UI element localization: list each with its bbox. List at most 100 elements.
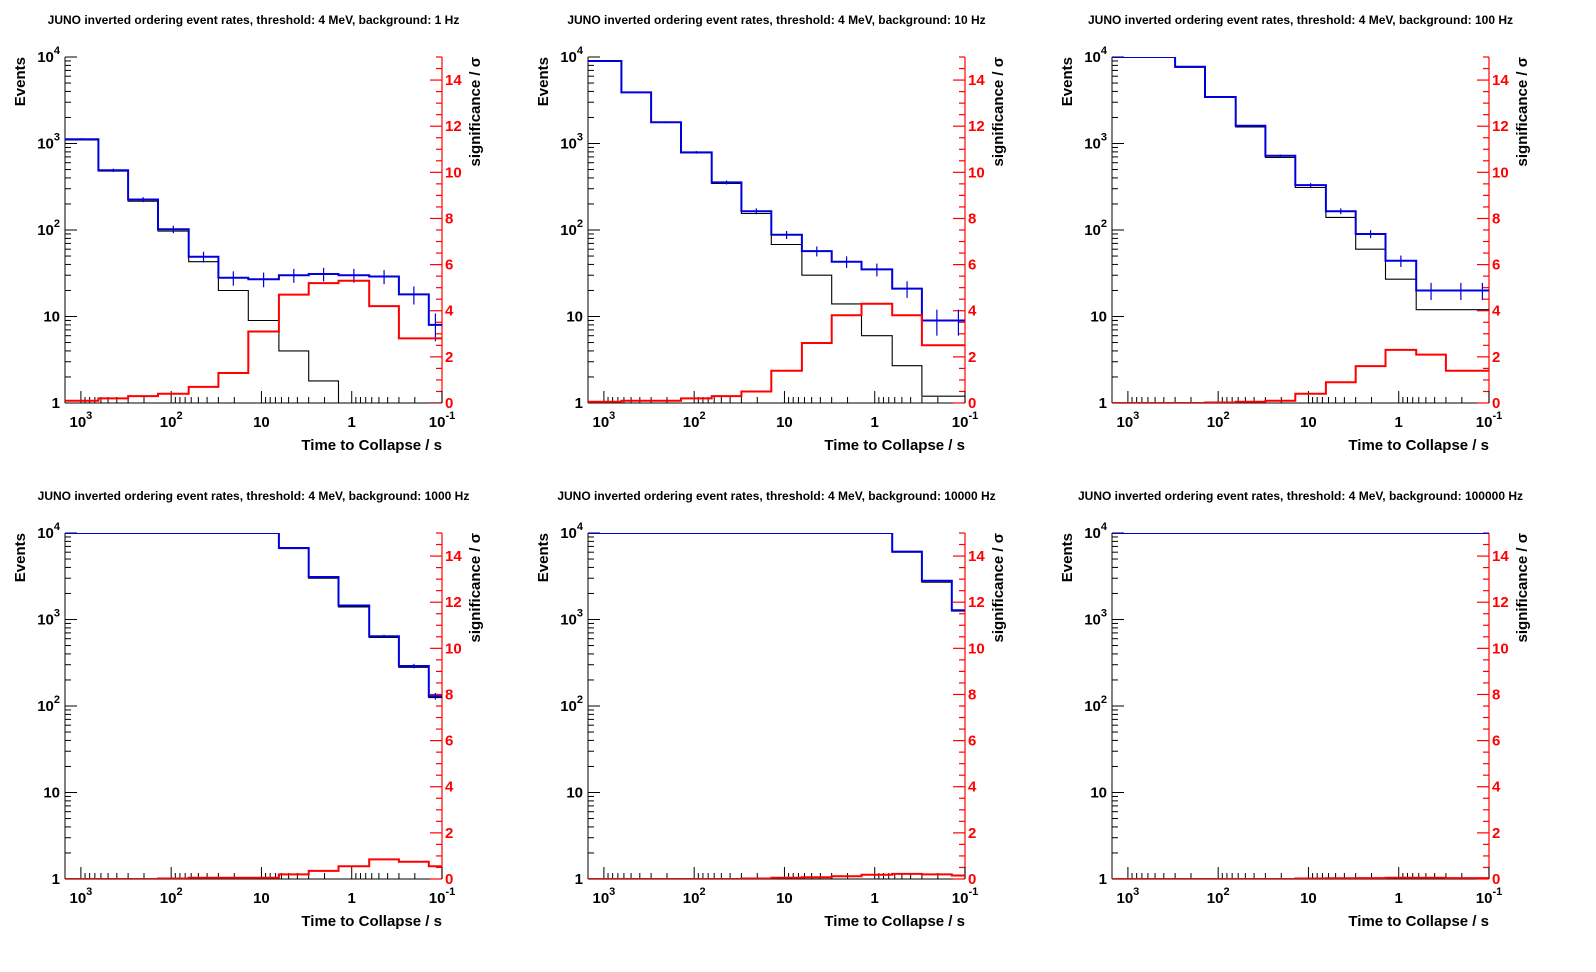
y2-tick-label: 12	[445, 594, 462, 611]
y-tick-label: 10	[1090, 309, 1107, 326]
plot-area	[65, 138, 442, 403]
series-3-histogram	[1112, 876, 1489, 879]
series-1-histogram	[65, 533, 442, 699]
y-tick-label: 1	[1099, 871, 1107, 888]
series-1-histogram	[65, 139, 442, 403]
x-axis-label: Time to Collapse / s	[301, 437, 442, 454]
y-tick-label: 103	[1084, 608, 1107, 629]
y-tick-label: 103	[560, 608, 583, 629]
panel-3: JUNO inverted ordering event rates, thre…	[1059, 13, 1531, 454]
x-tick-label: 10-1	[429, 410, 455, 431]
x-tick-label: 10-1	[1476, 410, 1502, 431]
y2-tick-label: 2	[968, 349, 976, 366]
y2-tick-label: 6	[1492, 733, 1500, 750]
x-tick-label: 103	[592, 410, 615, 431]
x-tick-label: 10-1	[952, 410, 978, 431]
y-axis-label: Events	[535, 533, 552, 582]
y-tick-label: 104	[37, 45, 61, 66]
y2-tick-label: 4	[445, 779, 454, 796]
x-axis-label: Time to Collapse / s	[824, 437, 965, 454]
y2-tick-label: 10	[968, 640, 985, 657]
y2-tick-label: 0	[1492, 871, 1500, 888]
series-2-histogram	[588, 60, 965, 322]
y2-tick-label: 8	[968, 210, 976, 227]
y2-tick-label: 14	[1492, 72, 1509, 89]
x-axis-label: Time to Collapse / s	[301, 913, 442, 930]
y2-tick-label: 8	[1492, 210, 1500, 227]
panel-title: JUNO inverted ordering event rates, thre…	[38, 489, 470, 503]
y2-axis-label: significance / σ	[990, 533, 1007, 642]
panel-title: JUNO inverted ordering event rates, thre…	[1088, 13, 1513, 27]
x-tick-label: 10	[776, 414, 793, 431]
y-tick-label: 1	[575, 871, 583, 888]
y-tick-label: 104	[37, 521, 61, 542]
panel-5: JUNO inverted ordering event rates, thre…	[535, 489, 1007, 930]
y2-tick-label: 4	[968, 303, 977, 320]
y2-tick-label: 0	[445, 395, 453, 412]
x-tick-label: 1	[1395, 414, 1403, 431]
x-tick-label: 1	[871, 414, 879, 431]
x-tick-label: 103	[69, 410, 92, 431]
y2-tick-label: 14	[445, 548, 462, 565]
y2-tick-label: 10	[1492, 164, 1509, 181]
y2-tick-label: 14	[968, 548, 985, 565]
x-tick-label: 1	[871, 890, 879, 907]
y-tick-label: 102	[37, 694, 60, 715]
x-tick-label: 103	[1116, 886, 1139, 907]
y-axis-label: Events	[12, 533, 29, 582]
y2-tick-label: 12	[1492, 594, 1509, 611]
x-tick-label: 10	[776, 890, 793, 907]
x-tick-label: 102	[1207, 886, 1230, 907]
x-tick-label: 102	[1207, 410, 1230, 431]
x-axis-label: Time to Collapse / s	[1348, 437, 1489, 454]
y2-tick-label: 8	[1492, 686, 1500, 703]
y-tick-label: 1	[52, 871, 60, 888]
y-tick-label: 10	[566, 309, 583, 326]
y-axis-label: Events	[1059, 57, 1076, 106]
y2-tick-label: 6	[445, 733, 453, 750]
y2-tick-label: 12	[968, 118, 985, 135]
y2-tick-label: 14	[968, 72, 985, 89]
plot-area	[588, 533, 965, 879]
series-1-histogram	[1112, 57, 1489, 311]
series-2-histogram	[588, 533, 965, 612]
y-tick-label: 10	[1090, 785, 1107, 802]
y2-tick-label: 14	[1492, 548, 1509, 565]
series-3-histogram	[65, 279, 442, 402]
y2-tick-label: 2	[445, 825, 453, 842]
x-tick-label: 103	[69, 886, 92, 907]
y-tick-label: 104	[560, 521, 584, 542]
panel-2: JUNO inverted ordering event rates, thre…	[535, 13, 1007, 454]
series-3-histogram	[1112, 348, 1489, 403]
y2-tick-label: 14	[445, 72, 462, 89]
y2-tick-label: 6	[1492, 257, 1500, 274]
y2-tick-label: 12	[1492, 118, 1509, 135]
series-2-histogram	[65, 533, 442, 698]
panel-title: JUNO inverted ordering event rates, thre…	[1078, 489, 1523, 503]
plot-area	[1112, 57, 1489, 403]
plot-area	[588, 60, 965, 403]
x-axis-label: Time to Collapse / s	[1348, 913, 1489, 930]
panel-1: JUNO inverted ordering event rates, thre…	[12, 13, 484, 454]
panel-4: JUNO inverted ordering event rates, thre…	[12, 489, 484, 930]
x-tick-label: 103	[1116, 410, 1139, 431]
panel-title: JUNO inverted ordering event rates, thre…	[48, 13, 460, 27]
x-tick-label: 102	[683, 886, 706, 907]
y-tick-label: 102	[1084, 694, 1107, 715]
x-axis-label: Time to Collapse / s	[824, 913, 965, 930]
y2-tick-label: 0	[445, 871, 453, 888]
x-tick-label: 10	[1300, 890, 1317, 907]
y2-tick-label: 2	[968, 825, 976, 842]
y-tick-label: 1	[1099, 395, 1107, 412]
y2-tick-label: 6	[445, 257, 453, 274]
x-tick-label: 1	[1395, 890, 1403, 907]
x-tick-label: 10	[253, 414, 270, 431]
series-3-histogram	[65, 858, 442, 879]
y-axis-label: Events	[12, 57, 29, 106]
y-tick-label: 10	[43, 785, 60, 802]
panel-6: JUNO inverted ordering event rates, thre…	[1059, 489, 1531, 930]
y2-tick-label: 10	[968, 164, 985, 181]
y2-tick-label: 10	[1492, 640, 1509, 657]
x-tick-label: 10-1	[1476, 886, 1502, 907]
y-tick-label: 1	[575, 395, 583, 412]
